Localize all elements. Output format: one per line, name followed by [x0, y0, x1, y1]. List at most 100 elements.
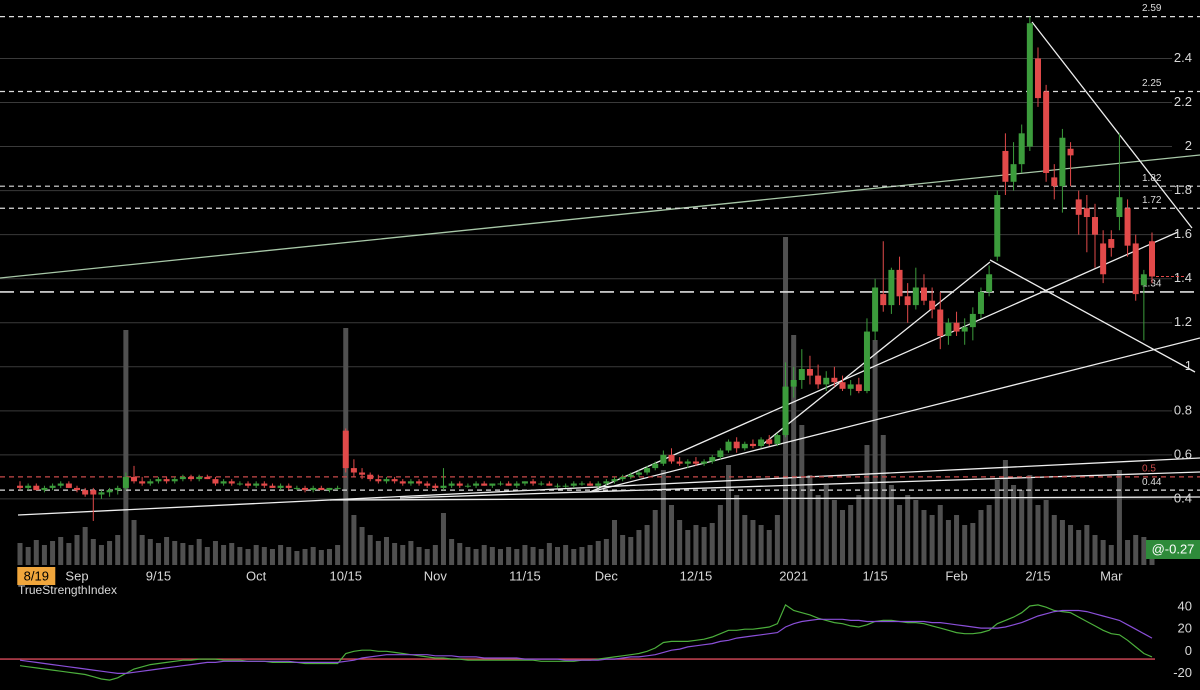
volume-bar [66, 543, 72, 565]
candle-body [179, 476, 186, 480]
volume-bar [335, 545, 341, 565]
volume-bar [978, 510, 984, 565]
candle-body [212, 479, 219, 484]
level-label: 0.5 [1142, 464, 1156, 475]
volume-bar [221, 545, 227, 565]
candle-body [969, 313, 976, 328]
indicator-line [19, 609, 1153, 674]
volume-bar [147, 539, 153, 565]
volume-bar [481, 545, 487, 565]
volume-bar [269, 549, 275, 565]
x-tick-label: Oct [246, 568, 267, 583]
volume-label-box [1146, 540, 1200, 559]
candle-body [269, 485, 276, 488]
level-label: 1.82 [1142, 173, 1162, 184]
volume-bar [986, 505, 992, 565]
candle-body [554, 485, 561, 487]
volume-bar [709, 523, 715, 565]
volume-bar [897, 505, 903, 565]
candle-body [90, 490, 97, 495]
candle-body [375, 479, 382, 482]
trend-line [1031, 21, 1193, 229]
volume-bar [17, 543, 23, 565]
candle-body [782, 386, 789, 436]
volume-bar [1019, 490, 1025, 565]
candle-body [986, 274, 993, 292]
candle-body [1010, 164, 1017, 182]
candle-body [880, 294, 887, 306]
candle-body [33, 485, 40, 491]
volume-bar [628, 537, 634, 565]
volume-bar [1076, 530, 1082, 565]
candle-body [367, 474, 374, 480]
volume-bar [1141, 537, 1147, 565]
candle-body [937, 309, 944, 336]
candle-body [904, 296, 911, 306]
volume-bar [856, 495, 862, 565]
volume-bar [612, 520, 618, 565]
volume-bar [864, 445, 870, 565]
candle-body [652, 463, 659, 469]
candle-body [98, 492, 105, 495]
volume-bar [660, 470, 666, 565]
candle-body [82, 490, 89, 495]
candle-body [350, 468, 357, 473]
candle-body [245, 483, 252, 486]
x-tick-label: 2/15 [1025, 568, 1050, 583]
volume-bar [359, 527, 365, 565]
indicator-title: TrueStrengthIndex [18, 583, 117, 597]
volume-bar [1133, 535, 1139, 565]
volume-bar [1100, 540, 1106, 565]
candle-body [1067, 148, 1074, 156]
volume-bar [791, 335, 797, 565]
x-tick-label: Mar [1100, 568, 1123, 583]
candle-body [741, 443, 748, 449]
candle-body [627, 474, 634, 477]
candle-body [131, 476, 138, 482]
candle-body [448, 483, 455, 486]
volume-bar [1035, 505, 1041, 565]
volume-bar [872, 340, 878, 565]
x-tick-label: Dec [595, 568, 619, 583]
candle-body [749, 443, 756, 447]
candle-body [920, 287, 927, 301]
volume-bar [685, 530, 691, 565]
candle-body [1018, 133, 1025, 165]
y-tick-label: 2.4 [1174, 50, 1192, 65]
volume-bar [131, 520, 137, 565]
volume-bar [253, 545, 259, 565]
candle-body [831, 377, 838, 383]
volume-bar [1051, 515, 1057, 565]
y-tick-label: 1.8 [1174, 182, 1192, 197]
volume-bar [620, 535, 626, 565]
volume-bar [98, 545, 104, 565]
volume-bar [25, 547, 31, 565]
volume-bar [74, 535, 80, 565]
candle-body [399, 481, 406, 484]
x-tick-label: 12/15 [680, 568, 713, 583]
volume-bar [326, 549, 332, 565]
candle-body [758, 439, 765, 447]
candle-body [855, 384, 862, 392]
volume-bar [115, 535, 121, 565]
y-tick-label: 1.4 [1174, 270, 1192, 285]
candle-body [147, 481, 154, 484]
volume-bar [302, 549, 308, 565]
volume-bar [848, 505, 854, 565]
y-tick-label: 1.6 [1174, 226, 1192, 241]
highlight-box [17, 567, 56, 585]
volume-bar [489, 547, 495, 565]
x-tick-label: 10/15 [329, 568, 362, 583]
level-label: 0.44 [1142, 477, 1162, 488]
volume-bar [538, 549, 544, 565]
volume-bar [1027, 475, 1033, 565]
volume-bar [726, 465, 732, 565]
indicator-tick-label: 20 [1178, 621, 1192, 636]
candle-body [261, 483, 268, 486]
volume-bar [807, 475, 813, 565]
candle-body [1043, 91, 1050, 173]
volume-bar [457, 543, 463, 565]
candle-body [171, 479, 178, 482]
candle-body [896, 269, 903, 297]
